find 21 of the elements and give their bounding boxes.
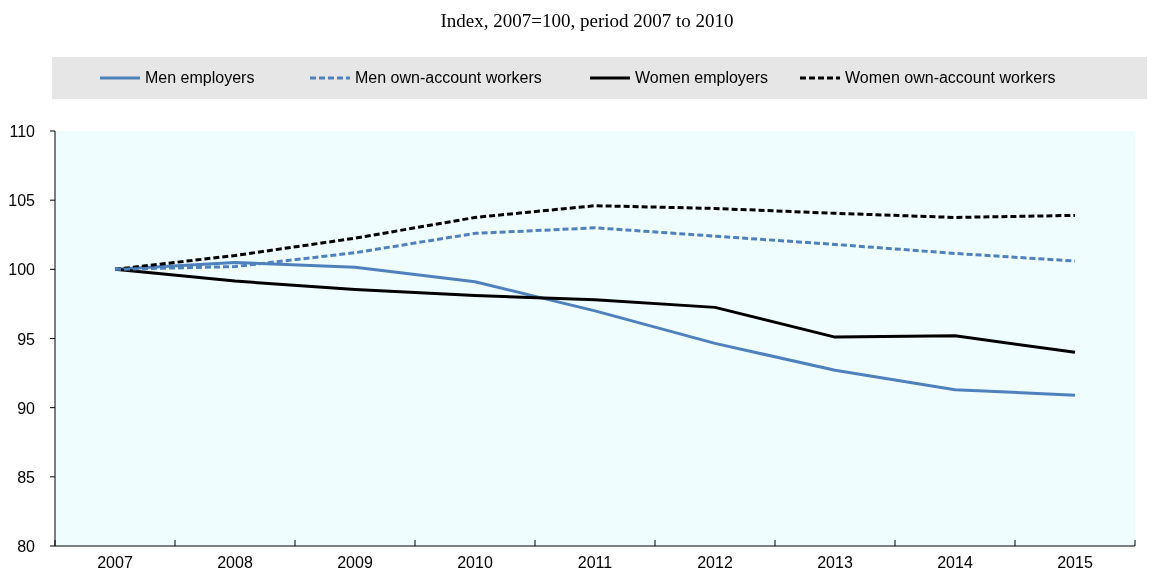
y-tick-label: 80 xyxy=(17,538,36,555)
x-tick-label: 2012 xyxy=(697,554,733,571)
legend-label: Women employers xyxy=(635,69,769,86)
legend-label: Men employers xyxy=(145,69,255,86)
legend-label: Men own-account workers xyxy=(355,69,542,86)
y-tick-label: 105 xyxy=(8,192,36,210)
y-tick-label: 90 xyxy=(17,399,36,417)
x-tick-label: 2015 xyxy=(1057,554,1093,571)
y-tick-label: 100 xyxy=(8,261,36,279)
y-tick-label: 85 xyxy=(17,468,36,486)
y-tick-label: 95 xyxy=(17,330,36,348)
x-tick-label: 2008 xyxy=(217,554,253,571)
x-tick-label: 2011 xyxy=(577,554,613,571)
legend-label: Women own-account workers xyxy=(845,69,1056,86)
x-tick-label: 2010 xyxy=(457,554,493,571)
x-tick-label: 2013 xyxy=(817,554,853,571)
x-tick-label: 2009 xyxy=(337,554,373,571)
x-tick-label: 2007 xyxy=(97,554,133,571)
y-tick-label: 110 xyxy=(9,123,36,140)
chart-title: Index, 2007=100, period 2007 to 2010 xyxy=(440,10,734,31)
x-tick-label: 2014 xyxy=(937,554,973,571)
